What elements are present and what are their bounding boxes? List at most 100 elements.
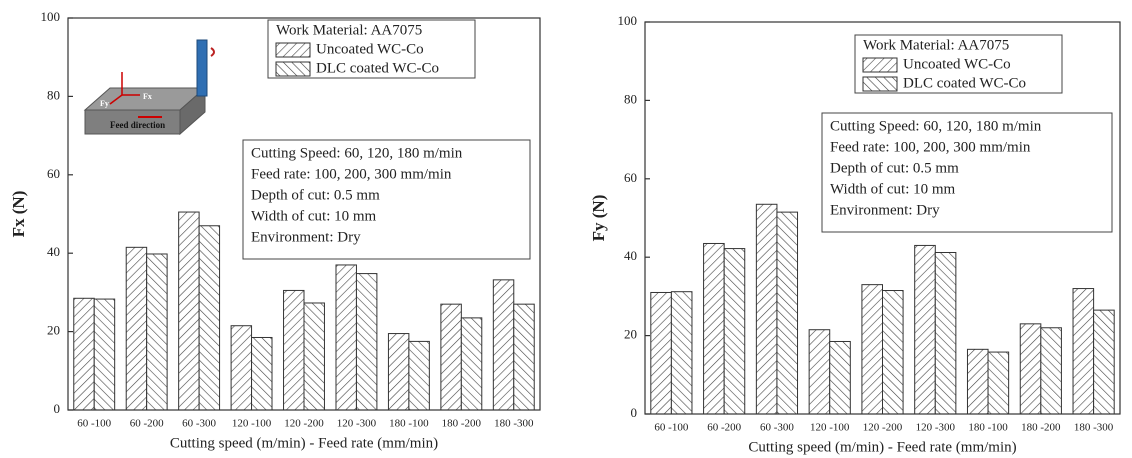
bar [251,336,273,411]
bar [1040,327,1062,415]
bar [198,225,221,411]
info-box [242,139,531,260]
bar [861,284,884,415]
legend-label: DLC coated WC-Co [316,60,439,76]
x-tick-label: 60 -200 [707,422,741,434]
annotation: Feed rate: 100, 200, 300 mm/min [251,166,452,182]
bar [440,303,462,411]
x-axis-label: Cutting speed (m/min) - Feed rate (mm/mi… [748,439,1016,455]
x-tick-label: 120 -100 [232,418,272,430]
y-tick-label: 0 [54,401,61,416]
bar [987,351,1010,415]
bar [1019,323,1042,415]
y-tick-label: 60 [624,170,637,185]
bar [146,253,168,411]
bar [882,290,904,415]
bar [513,303,535,411]
y-tick-label: 80 [47,87,60,102]
y-axis-label: Fy (N) [589,195,608,242]
bar [966,348,989,415]
y-tick-label: 20 [624,327,637,342]
tool [196,39,208,97]
x-tick-label: 60 -200 [130,418,164,430]
x-tick-label: 180 -200 [1021,422,1061,434]
legend-label: DLC coated WC-Co [903,75,1026,91]
x-tick-label: 60 -300 [760,422,794,434]
legend-title: Work Material: AA7075 [863,37,1009,53]
y-tick-label: 40 [624,248,637,263]
annotation: Environment: Dry [251,229,361,245]
legend-swatch [862,57,898,73]
bar [125,246,148,411]
plot-frame [67,17,541,411]
bar [755,203,778,415]
x-tick-label: 120 -300 [916,422,956,434]
x-tick-label: 180 -300 [1074,422,1114,434]
legend-swatch [275,42,311,58]
bar [93,298,116,411]
y-tick-label: 100 [618,13,638,28]
y-tick-label: 20 [47,323,60,338]
x-tick-label: 60 -100 [77,418,111,430]
y-tick-label: 60 [47,166,60,181]
bar [934,251,957,415]
bar [829,340,851,415]
inset-label: Fz [124,63,133,72]
bar [178,211,200,411]
annotation: Environment: Dry [830,202,940,218]
inset-label: Feed direction [110,120,165,130]
inset-label: Fx [143,92,152,101]
x-tick-label: 60 -100 [654,422,688,434]
bar [776,211,799,415]
y-tick-label: 80 [624,91,637,106]
legend-label: Uncoated WC-Co [903,56,1011,72]
annotation: Depth of cut: 0.5 mm [830,160,959,176]
bar [808,329,831,415]
plot-frame [644,21,1121,415]
bar [914,244,936,415]
bar [1093,309,1115,415]
bar [355,273,378,411]
y-tick-label: 0 [631,405,638,420]
annotation: Width of cut: 10 mm [830,181,956,197]
annotation: Cutting Speed: 60, 120, 180 m/min [830,118,1042,134]
inset-label: Fy [100,99,109,108]
annotation: Width of cut: 10 mm [251,208,377,224]
x-tick-label: 180 -100 [389,418,429,430]
rotation-arrow [210,47,215,57]
bar [283,289,305,411]
bar [703,242,725,415]
x-tick-label: 180 -300 [494,418,534,430]
y-tick-label: 40 [47,244,60,259]
annotation: Depth of cut: 0.5 mm [251,187,380,203]
bar [1072,288,1095,415]
bar [670,291,693,415]
bar [650,291,672,415]
bar [460,317,483,411]
x-tick-label: 180 -100 [968,422,1008,434]
legend-swatch [862,76,898,92]
bar [73,297,95,411]
legend-label: Uncoated WC-Co [316,41,424,57]
x-axis-label: Cutting speed (m/min) - Feed rate (mm/mi… [170,435,438,451]
x-tick-label: 60 -300 [182,418,216,430]
bar [335,264,357,411]
bar [492,279,515,411]
annotation: Cutting Speed: 60, 120, 180 m/min [251,145,463,161]
x-tick-label: 120 -300 [337,418,377,430]
legend-swatch [275,61,311,77]
y-axis-label: Fx (N) [9,191,28,238]
x-tick-label: 180 -200 [442,418,482,430]
info-box [821,112,1113,233]
annotation: Feed rate: 100, 200, 300 mm/min [830,139,1031,155]
axis-y [109,94,123,105]
x-tick-label: 120 -100 [810,422,850,434]
bar [723,248,746,415]
bar [387,333,410,411]
bar [303,302,325,411]
y-tick-label: 100 [41,9,61,24]
bar [408,340,430,411]
bar [230,325,253,411]
